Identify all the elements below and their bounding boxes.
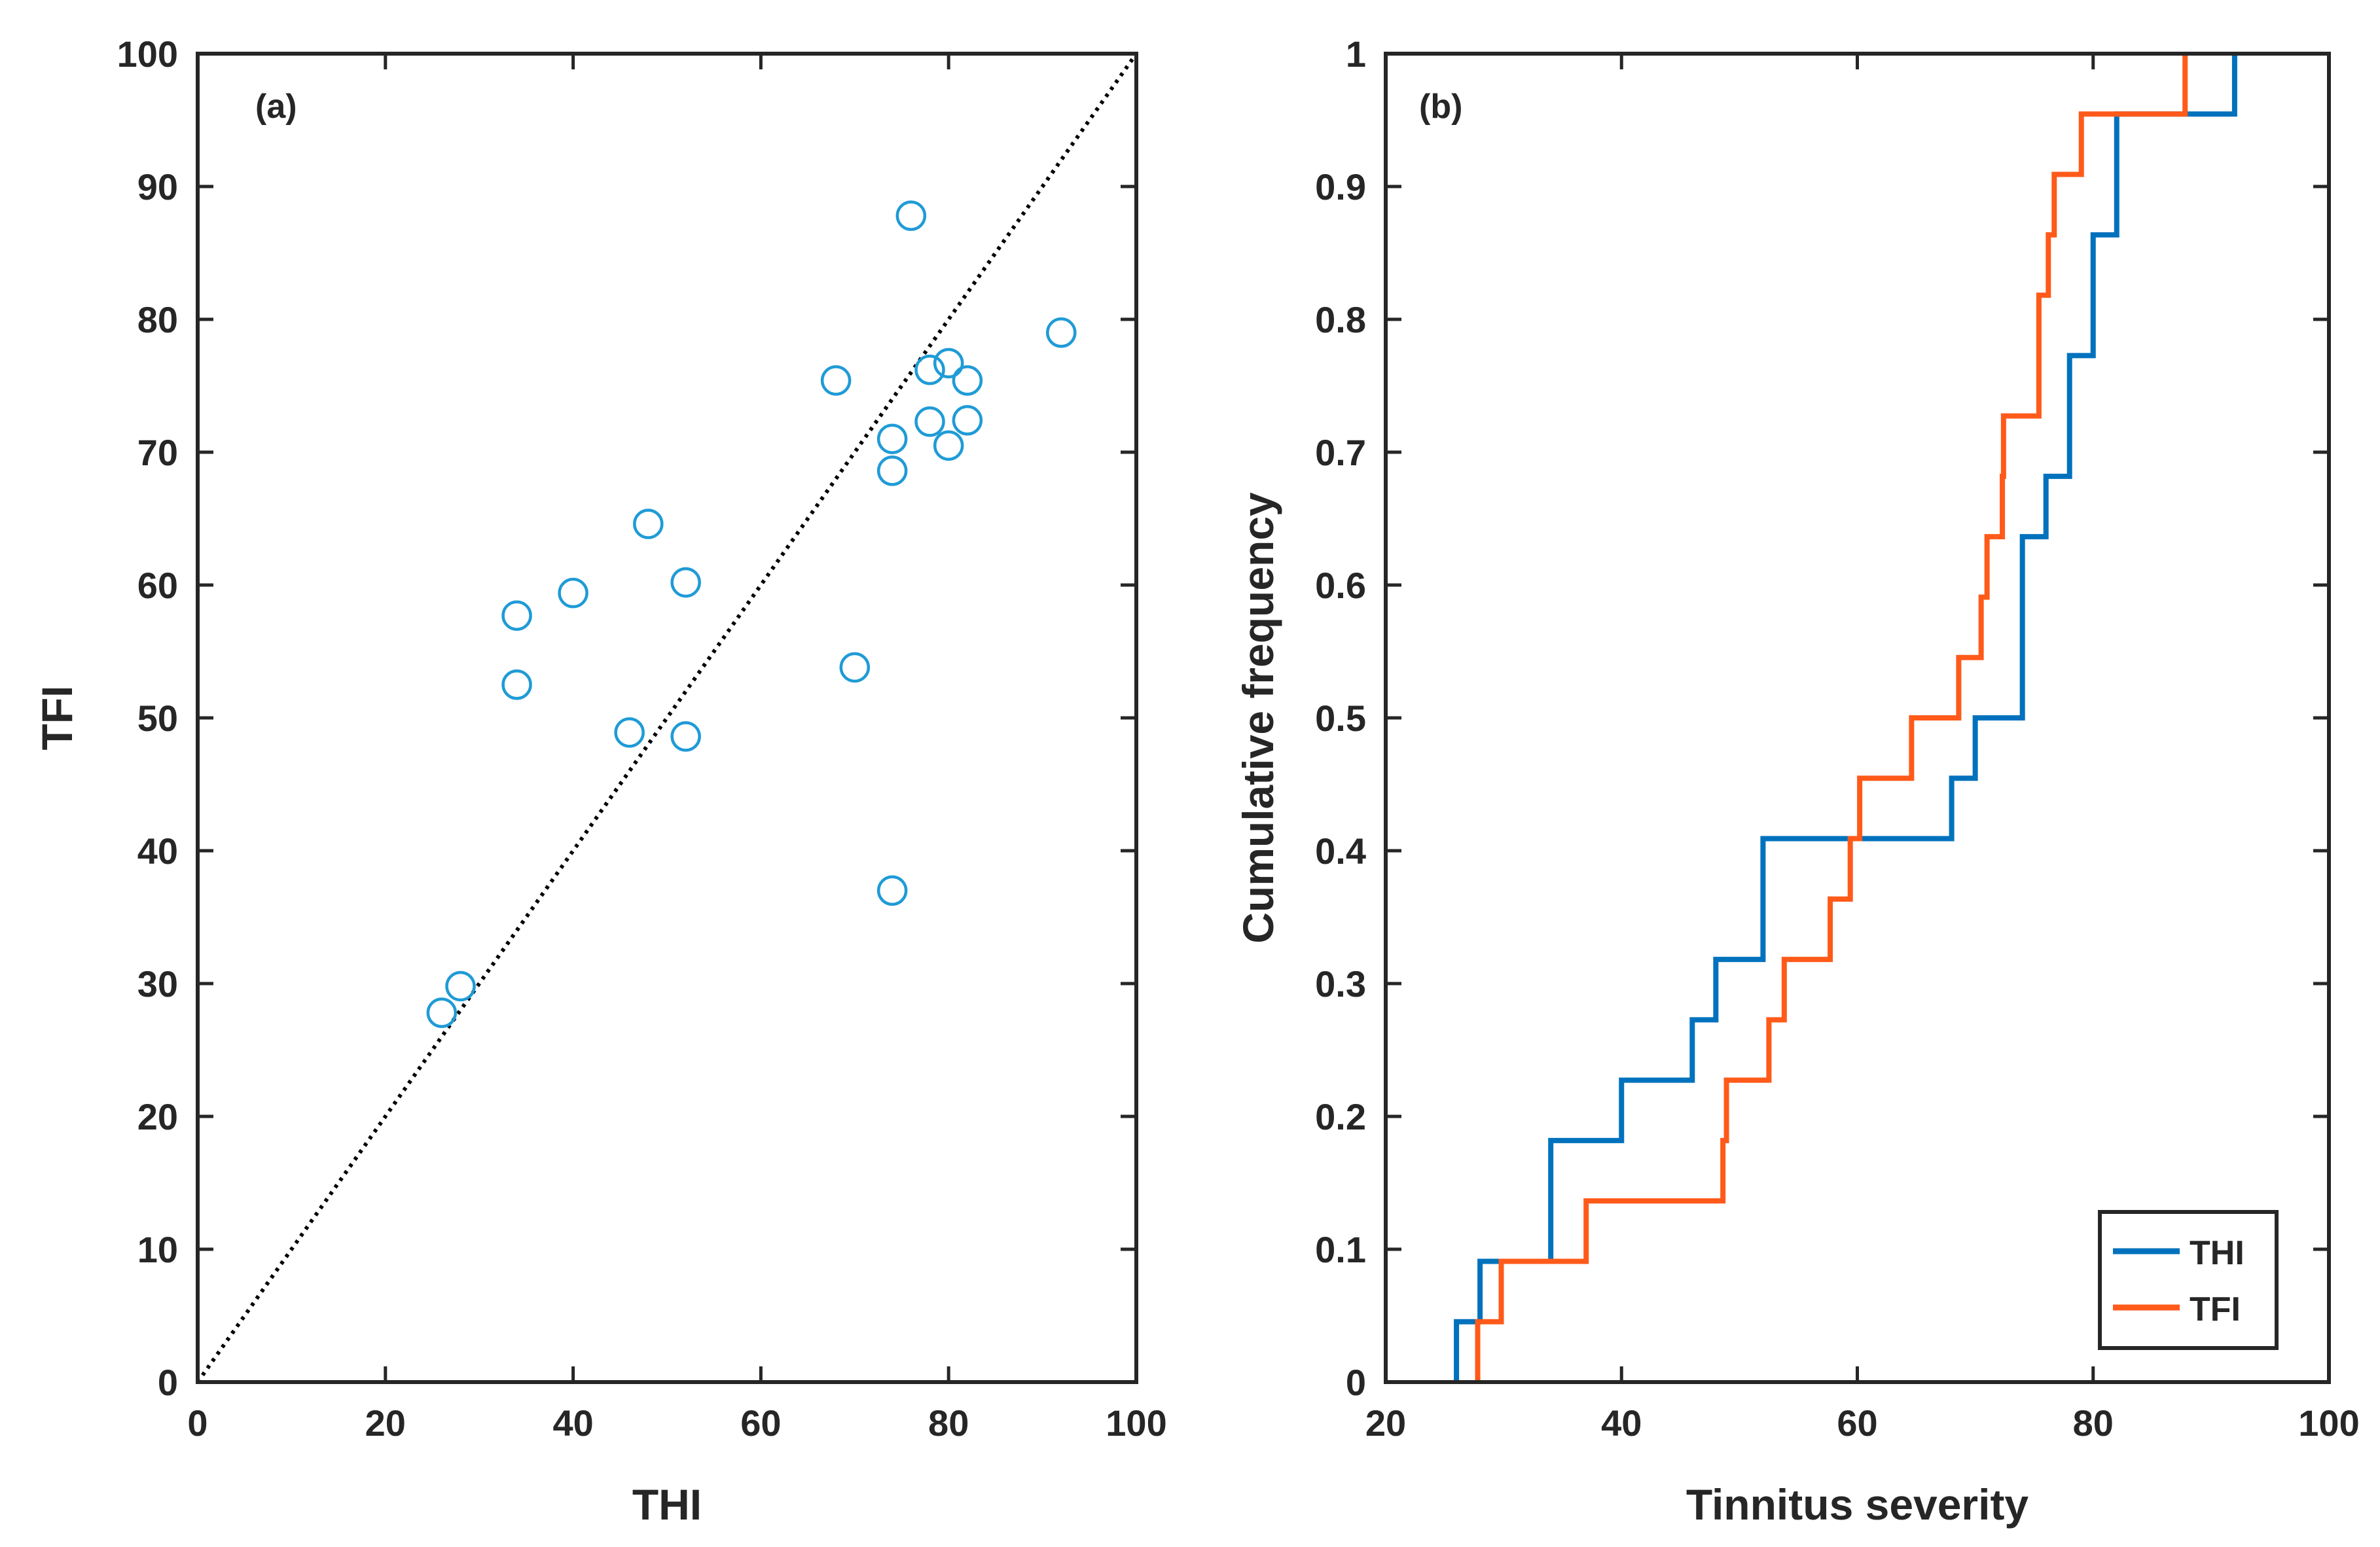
data-point-11: [839, 652, 871, 683]
y-tick-label: 70: [137, 432, 178, 473]
x-tick-label: 40: [552, 1402, 593, 1444]
legend-label-thi: THI: [2190, 1234, 2245, 1272]
y-tick-label: 0: [158, 1362, 178, 1403]
y-tick-label: 1: [1346, 33, 1366, 75]
x-tick-label: 0: [187, 1402, 207, 1444]
data-point-9: [670, 567, 701, 598]
x-tick-label: 60: [740, 1402, 781, 1444]
y-tick-label: 0: [1346, 1362, 1366, 1403]
panel-b-cdf: 20 40 60 80 100 0 0.1 0.2 0.3 0.4 0.5 0.6 0.7 0.8 0.9 1…: [1234, 33, 2360, 1529]
panel-b-axes-box: [1384, 52, 2331, 1384]
data-point-15: [895, 200, 927, 231]
panel-b-ticks: 20 40 60 80 100 0 0.1 0.2 0.3 0.4 0.5 0.6 0.7 0.8 0.9 1: [1315, 33, 2360, 1444]
data-point-19: [933, 347, 964, 379]
x-tick-label: 20: [365, 1402, 406, 1444]
x-tick-label: 80: [2073, 1402, 2114, 1444]
data-point-21: [952, 365, 983, 396]
x-tick-label: 40: [1601, 1402, 1642, 1444]
y-tick-label: 0.2: [1315, 1096, 1366, 1137]
data-point-10: [820, 365, 852, 396]
y-tick-label: 0.3: [1315, 963, 1366, 1005]
y-tick-label: 0.6: [1315, 565, 1366, 606]
data-point-16: [914, 406, 945, 437]
x-tick-label: 80: [928, 1402, 969, 1444]
y-tick-label: 90: [137, 166, 178, 207]
data-point-7: [633, 508, 664, 539]
identity-line-layer: [196, 52, 1138, 1383]
legend-box: [2098, 1210, 2279, 1350]
cdf-line-tfi: [1475, 54, 2188, 1382]
y-tick-label: 0.5: [1315, 698, 1366, 739]
x-tick-label: 20: [1365, 1402, 1406, 1444]
panel-a-label: (a): [255, 88, 297, 126]
y-tick-label: 0.9: [1315, 166, 1366, 207]
y-tick-label: 100: [117, 33, 178, 75]
y-tick-label: 0.4: [1315, 830, 1366, 872]
data-point-5: [558, 577, 588, 609]
data-point-18: [933, 430, 964, 461]
x-tick-label: 100: [2298, 1402, 2359, 1444]
legend-label-tfi: TFI: [2190, 1290, 2241, 1328]
legend: THI TFI: [2098, 1210, 2279, 1350]
x-tick-label: 100: [1106, 1402, 1166, 1444]
data-point-6: [614, 717, 645, 748]
y-tick-label: 40: [137, 830, 178, 872]
y-tick-label: 60: [137, 565, 178, 606]
y-tick-label: 50: [137, 698, 178, 739]
identity-line: [196, 52, 1138, 1383]
data-point-22: [1046, 317, 1077, 348]
data-point-17: [914, 354, 945, 385]
panel-b-y-axis-label: Cumulative frequency: [1234, 492, 1282, 944]
data-point-13: [876, 455, 908, 486]
data-point-3: [501, 669, 532, 700]
y-tick-label: 20: [137, 1096, 178, 1137]
y-tick-label: 30: [137, 963, 178, 1005]
data-point-8: [670, 721, 701, 752]
y-tick-label: 0.1: [1315, 1229, 1366, 1270]
scatter-points-layer: [426, 200, 1077, 1028]
cdf-lines-layer: [1454, 54, 2237, 1382]
panel-a-scatter: 0 20 40 60 80 100 0 10 20 30 40 50 60 70 80 90 100 (a) T…: [33, 33, 1167, 1529]
panel-a-y-axis-label: TFI: [33, 686, 81, 751]
data-point-12: [876, 875, 908, 906]
panel-a-ticks: 0 20 40 60 80 100 0 10 20 30 40 50 60 70 80 90 100: [117, 33, 1167, 1444]
y-tick-label: 10: [137, 1229, 178, 1270]
panel-b-x-axis-label: Tinnitus severity: [1686, 1480, 2029, 1529]
y-tick-label: 0.7: [1315, 432, 1366, 473]
x-tick-label: 60: [1837, 1402, 1877, 1444]
y-tick-label: 0.8: [1315, 299, 1366, 340]
y-tick-label: 80: [137, 299, 178, 340]
data-point-20: [952, 405, 983, 436]
panel-a-x-axis-label: THI: [632, 1480, 702, 1529]
data-point-2: [445, 970, 476, 1002]
cdf-line-thi: [1454, 54, 2237, 1382]
data-point-1: [426, 997, 458, 1028]
data-point-14: [876, 423, 908, 454]
panel-b-label: (b): [1419, 88, 1462, 126]
data-point-4: [501, 600, 532, 631]
